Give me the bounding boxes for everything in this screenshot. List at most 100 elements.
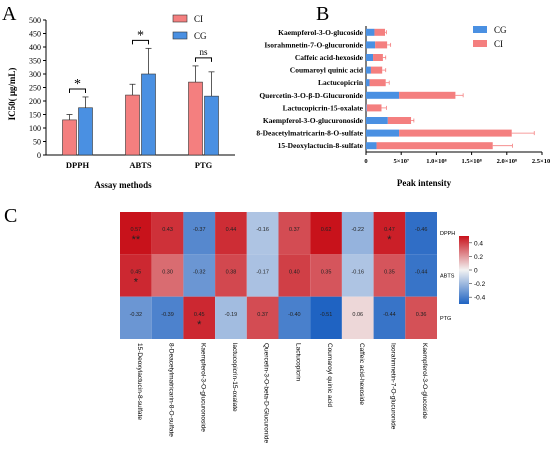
y-tick-label: Caffeic acid-hexoside: [295, 53, 364, 62]
y-tick-label: Coumaroyl quinic acid: [290, 66, 364, 75]
legend-label-cg-b: CG: [494, 25, 507, 35]
y-tick-label: Kaempferol-3-O-glucoside: [278, 28, 364, 37]
heatmap-value: -0.51: [320, 312, 333, 318]
heatmap-cell: [246, 212, 279, 255]
significance-label: ns: [199, 47, 208, 57]
heatmap-value: 0.36: [416, 312, 427, 318]
heatmap-value: -0.22: [351, 227, 364, 233]
y-tick-label: Lactucopicrin: [318, 78, 364, 87]
heatmap-value: 0.37: [257, 312, 268, 318]
legend-swatch-cg-b: [473, 26, 487, 33]
bar-cg: [366, 142, 377, 150]
heatmap-value: -0.44: [383, 312, 396, 318]
heatmap-value: 0.38: [226, 270, 237, 276]
bar-cg: [366, 117, 388, 124]
bar-cg: [366, 104, 367, 112]
heatmap-value: -0.19: [225, 312, 238, 318]
y-tick-label: 450: [29, 30, 41, 39]
bar-cg: [366, 129, 400, 137]
y-tick-label: 8-Deacetylmatricarin-8-O-sulfate: [256, 129, 363, 138]
heatmap-value: 0.45: [194, 312, 205, 318]
significance-marker: *: [387, 234, 392, 246]
y-tick-label: Quercetin-3-O-β-D-Glucuronide: [259, 91, 363, 100]
heatmap-cell: [120, 296, 152, 339]
bar-ci: [399, 129, 512, 137]
chart-a-legend: CI CG: [172, 14, 207, 41]
bar-ci: [374, 28, 386, 36]
bar-ci: [399, 91, 456, 99]
bar-ci: [370, 66, 383, 74]
heatmap-cell: [151, 254, 184, 297]
y-tick-label: Lactucopicrin-15-oxalate: [283, 103, 364, 112]
y-tick-label: 300: [29, 70, 41, 79]
heatmap-column-label: Kaempferol-3-O-glucuronoside: [199, 343, 206, 432]
bar-ci: [387, 117, 412, 124]
heatmap-cell: [341, 212, 374, 255]
colorbar-tick-label: 0: [474, 268, 478, 275]
colorbar-tick-label: -0.4: [474, 295, 486, 302]
legend-swatch-ci-b: [473, 40, 487, 47]
heatmap-cell: [405, 254, 437, 297]
chart-b-axes: 0 5×10⁷ 1.0×10⁸ 1.5×10⁸ 2.0×10⁸ 2.5×10⁸ Kaempf…: [256, 26, 550, 165]
chart-a-ylabel: IC50( μg/mL): [7, 68, 17, 121]
heatmap-value: -0.32: [130, 312, 143, 318]
heatmap-value: -0.37: [193, 227, 206, 233]
heatmap-cell: [405, 212, 437, 255]
panel-label-b: B: [316, 3, 329, 25]
x-tick-label: 2.5×10⁸: [532, 158, 550, 165]
heatmap-cell: [278, 254, 311, 297]
legend-swatch-cg: [172, 31, 188, 40]
colorbar-tick-label: 0.2: [474, 254, 483, 261]
heatmap-cell: [215, 254, 247, 297]
x-tick-label: PTG: [195, 160, 213, 170]
heatmap-column-label: lactucopicrin-15-oxalate: [231, 343, 238, 412]
heatmap-cell: [278, 212, 311, 255]
colorbar: [459, 236, 469, 304]
significance-marker: **: [132, 234, 141, 246]
x-tick-label: ABTS: [129, 160, 151, 170]
heatmap-cell: [151, 212, 184, 255]
y-tick-label: 50: [33, 138, 41, 147]
heatmap-cell: [341, 254, 374, 297]
y-tick-label: 500: [29, 16, 41, 25]
heatmap-value: 0.40: [289, 270, 300, 276]
colorbar-ticks: 0.4 0.2 0 -0.2 -0.4: [469, 240, 486, 302]
colorbar-tick-label: -0.2: [474, 281, 486, 288]
heatmap-cell: [120, 212, 152, 255]
heatmap-cell: [183, 296, 216, 339]
heatmap-value: -0.44: [415, 270, 428, 276]
colorbar-tick-label: 0.4: [474, 240, 483, 247]
significance-bracket: [69, 88, 86, 93]
heatmap-value: -0.32: [193, 270, 206, 276]
heatmap-value: 0.44: [226, 227, 237, 233]
y-tick-label: Isorahmnetin-7-O-glucuronide: [264, 40, 363, 49]
heatmap-value: 0.57: [130, 227, 141, 233]
y-tick-label: 100: [29, 124, 41, 133]
bar-cg: [141, 73, 156, 156]
heatmap-column-label: 8-Deacetylmatricarin-8-O-sulfate: [168, 343, 175, 437]
significance-marker: *: [197, 319, 202, 331]
bar-ci: [373, 54, 383, 61]
chart-a-marks: * * ns: [62, 28, 219, 156]
heatmap-cell: [341, 296, 374, 339]
heatmap-row-label: DPPH: [440, 231, 455, 237]
y-tick-label: 15-Deoxylactucin-8-sulfate: [278, 141, 364, 150]
bar-ci: [376, 142, 493, 150]
x-tick-label: 0: [364, 158, 367, 165]
panel-label-c: C: [4, 205, 17, 227]
bar-ci: [188, 81, 203, 156]
heatmap-cell: [310, 254, 342, 297]
heatmap-value: 0.35: [384, 270, 395, 276]
bar-cg: [366, 41, 376, 49]
heatmap-cell: [120, 254, 152, 297]
bar-ci: [125, 94, 140, 156]
bar-cg: [366, 79, 370, 87]
heatmap-column-label: Lactucopicrin: [294, 343, 301, 382]
heatmap-cell: [278, 296, 311, 339]
legend-label-cg: CG: [194, 31, 207, 41]
heatmap-value: 0.62: [321, 227, 332, 233]
legend-swatch-ci: [172, 14, 188, 23]
panel-label-a: A: [2, 3, 17, 25]
heatmap-value: -0.40: [288, 312, 301, 318]
